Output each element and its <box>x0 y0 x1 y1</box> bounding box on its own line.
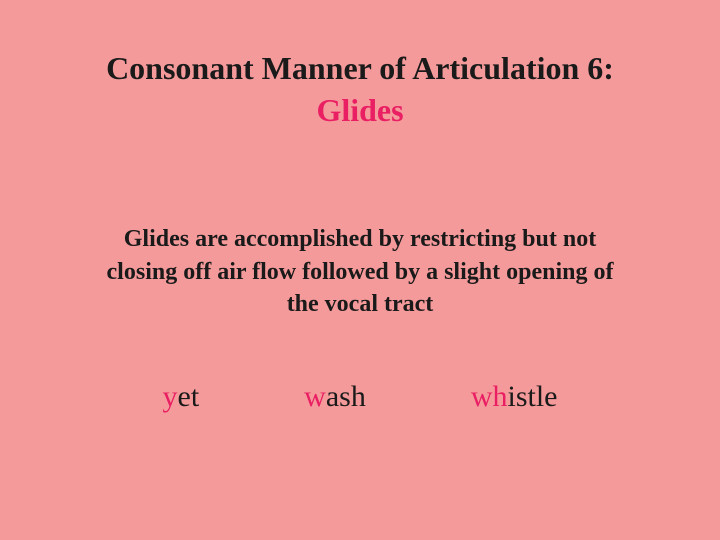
title-block: Consonant Manner of Articulation 6: Glid… <box>50 48 670 131</box>
example-rest: ash <box>326 380 366 413</box>
example-highlight: y <box>163 380 178 413</box>
examples-row: yet wash whistle <box>50 380 670 414</box>
example-highlight: w <box>304 380 326 413</box>
body-paragraph: Glides are accomplished by restricting b… <box>50 223 670 320</box>
example-word: whistle <box>471 380 558 414</box>
title-line-2: Glides <box>50 90 670 132</box>
example-word: wash <box>304 380 366 414</box>
example-word: yet <box>163 380 200 414</box>
example-rest: istle <box>508 380 558 413</box>
title-line-1: Consonant Manner of Articulation 6: <box>50 48 670 90</box>
example-rest: et <box>178 380 200 413</box>
slide-container: Consonant Manner of Articulation 6: Glid… <box>0 0 720 540</box>
example-highlight: wh <box>471 380 508 413</box>
